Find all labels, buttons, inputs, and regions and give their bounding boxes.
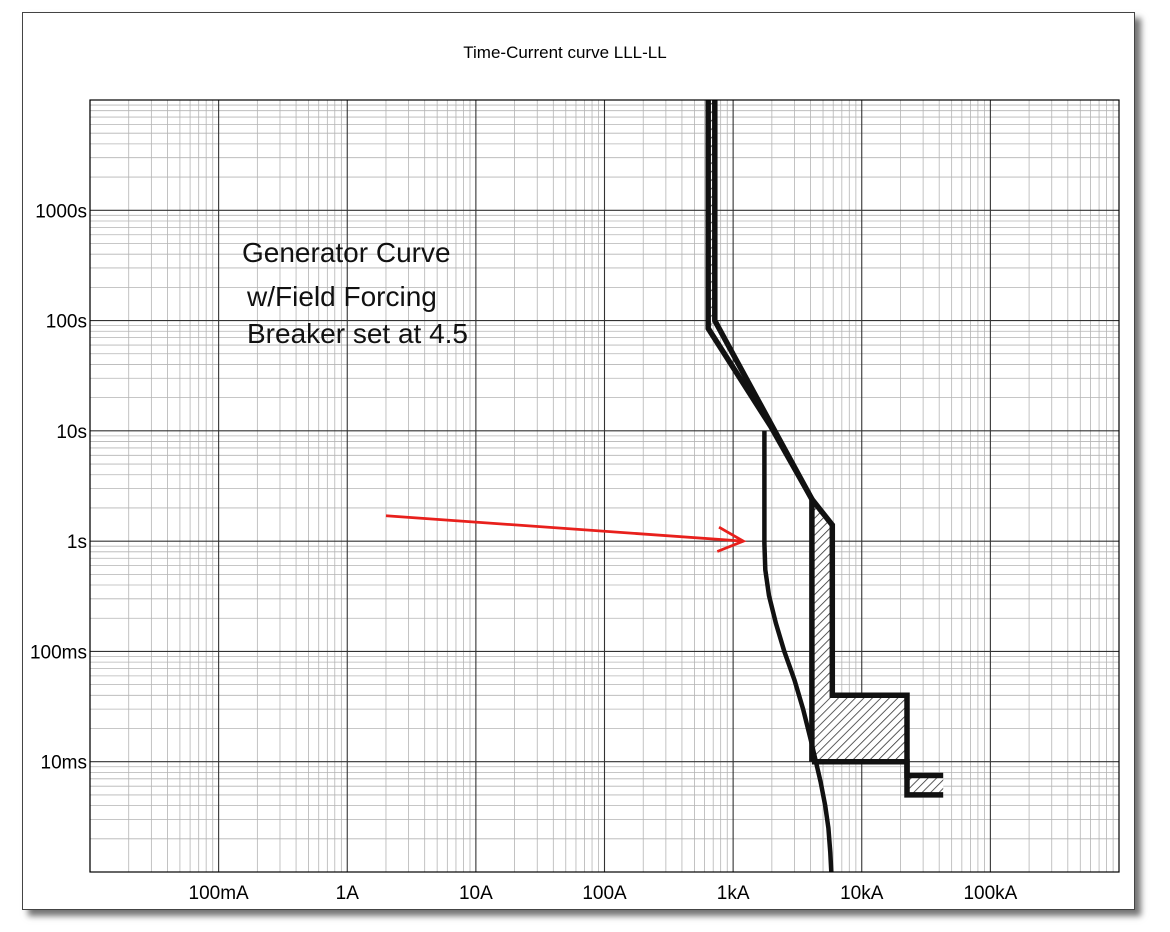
series-line-2 (712, 100, 815, 501)
series-line-5 (762, 430, 834, 873)
y-tick-label: 1000s (35, 201, 87, 222)
minor-grid (90, 100, 1119, 872)
y-tick-label: 100s (46, 312, 87, 333)
tolerance-band-hatch (708, 100, 944, 795)
hatch-short-time (811, 499, 908, 762)
x-tick-label: 100mA (189, 883, 250, 904)
x-axis-ticks: 100mA 1A 10A 100A 1kA 10kA 100kA (189, 883, 1018, 904)
annotation-line-2: w/Field Forcing (246, 281, 437, 312)
y-axis-ticks: 1000s 100s 10s 1s 100ms 10ms (30, 201, 87, 773)
x-tick-label: 1kA (717, 883, 750, 904)
chart-title: Time-Current curve LLL-LL (463, 43, 666, 62)
chart-frame (22, 12, 1135, 910)
major-grid (89, 100, 1119, 873)
x-tick-label: 100A (582, 883, 627, 904)
annotation-arrow (385, 514, 744, 543)
annotation-line-1: Generator Curve (242, 237, 451, 268)
series-line-4 (811, 758, 944, 798)
annotation-arrowhead (716, 525, 747, 553)
series-layer (705, 100, 944, 873)
annotation-line-3: Breaker set at 4.5 (247, 318, 468, 349)
x-tick-label: 100kA (963, 883, 1017, 904)
annotation: Generator Curve w/Field Forcing Breaker se… (242, 237, 747, 553)
y-tick-label: 100ms (30, 642, 87, 663)
hatch-instantaneous (907, 775, 944, 795)
x-tick-label: 10kA (840, 883, 884, 904)
y-tick-label: 10ms (41, 753, 87, 774)
plot-border (89, 99, 1120, 873)
y-tick-label: 10s (56, 422, 87, 443)
x-tick-label: 1A (336, 883, 360, 904)
x-tick-label: 10A (459, 883, 493, 904)
series-line-3 (809, 497, 944, 779)
y-tick-label: 1s (67, 532, 87, 553)
